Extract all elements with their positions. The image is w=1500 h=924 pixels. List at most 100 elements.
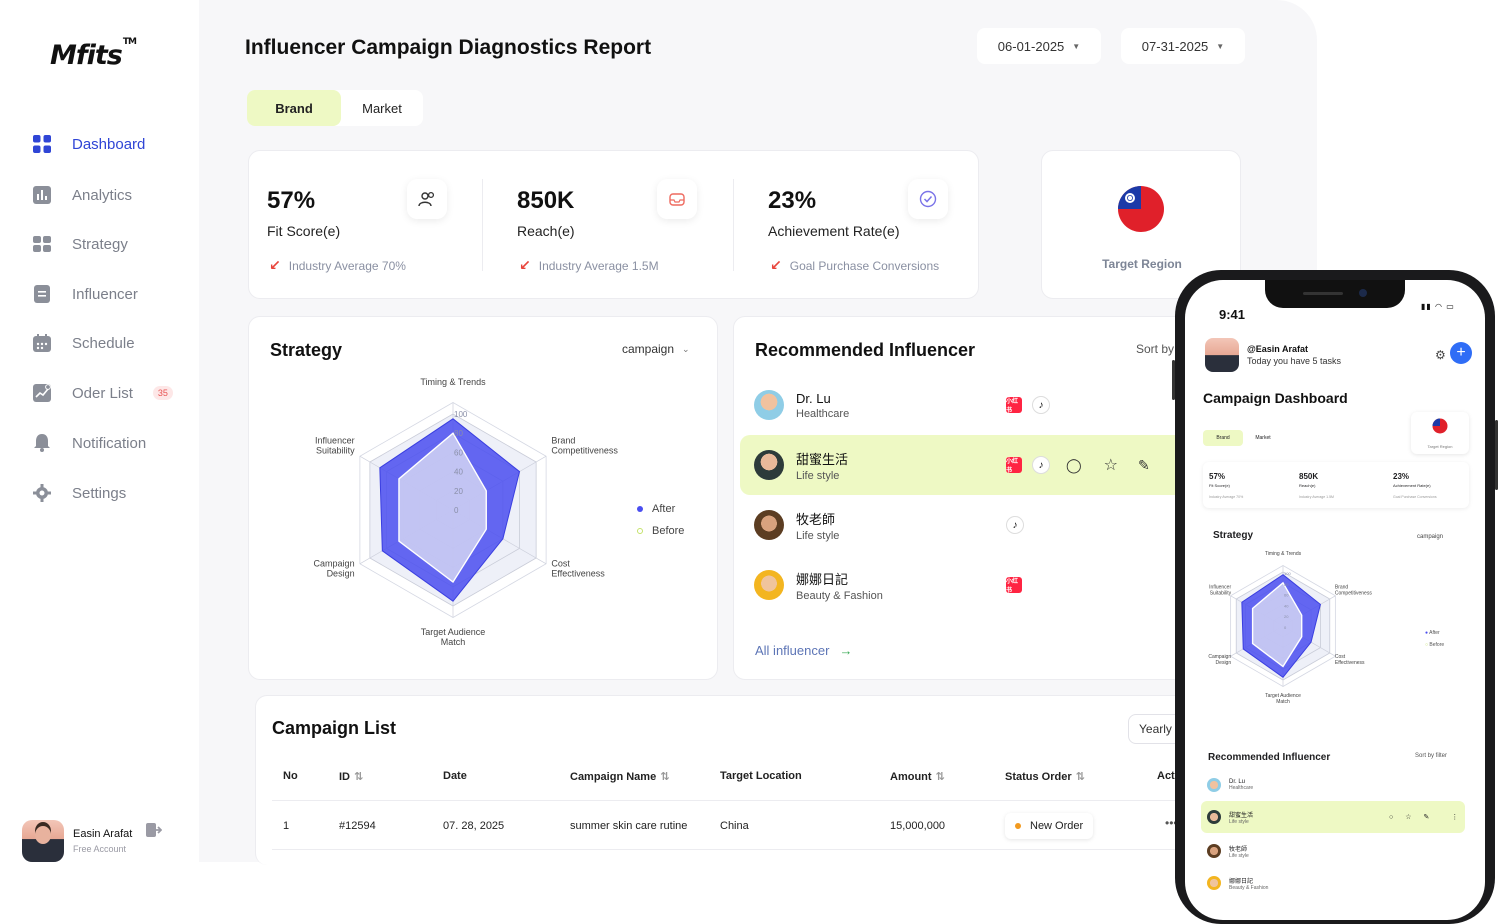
inbox-icon [657, 179, 697, 219]
all-influencer-link[interactable]: All influencer → [755, 643, 853, 658]
phone-campaign-filter[interactable]: campaign [1417, 534, 1444, 540]
col-action[interactable]: Act [1157, 770, 1175, 782]
sidebar-item-dashboard[interactable]: Dashboard [32, 129, 145, 159]
pencil-icon[interactable]: ✎ [1138, 456, 1150, 473]
radar-axis-label: Match [1276, 699, 1290, 705]
radar-axis-label: Competitiveness [551, 446, 618, 456]
page-title: Influencer Campaign Diagnostics Report [245, 36, 652, 59]
campaign-filter[interactable]: campaign ⌄ [622, 342, 690, 356]
sidebar-item-notification[interactable]: Notification [32, 428, 146, 458]
radar-tick-label: 100 [454, 410, 468, 419]
sort-icon: ⇅ [1075, 771, 1085, 783]
recommended-title: Recommended Influencer [755, 340, 976, 360]
phone-kpi-sub: Industry Average 70% [1209, 495, 1244, 499]
kpi-label: Reach(e) [517, 223, 575, 239]
sort-icon: ⇅ [935, 771, 945, 783]
kpi-fit-score: 57% Fit Score(e) ↙ Industry Average 70% [249, 151, 479, 299]
arrow-down-left-icon: ↙ [519, 257, 531, 273]
sidebar-item-analytics[interactable]: Analytics [32, 180, 132, 210]
avatar [754, 390, 784, 420]
tab-brand[interactable]: Brand [247, 90, 341, 126]
radar-tick-label: 80 [454, 429, 463, 438]
phone-influencer-row[interactable]: Dr. Lu Healthcare [1205, 774, 1465, 796]
phone-region-label: Target Region [1427, 444, 1453, 449]
phone-kpi-sub: Industry Average 1.5M [1299, 495, 1334, 499]
kpi-sub: ↙ Goal Purchase Conversions [770, 257, 940, 273]
period-select[interactable]: Yearly [1128, 714, 1194, 744]
radar-axis-label: Campaign [1208, 654, 1231, 660]
cell-id: #12594 [339, 820, 376, 832]
influencer-row-selected[interactable]: 甜蜜生活 Life style 小红书 ♪ ◯ ☆ ✎ [740, 435, 1192, 495]
phone-radar-chart: 100 80 60 40 20 0 Timing & Trends BrandCompetit… [1208, 551, 1372, 705]
influencer-row[interactable]: Dr. Lu Healthcare 小红书 ♪ [740, 375, 1180, 435]
col-date[interactable]: Date [443, 770, 467, 782]
sort-by-dropdown[interactable]: Sort by [1136, 342, 1175, 356]
tab-market[interactable]: Market [362, 100, 402, 116]
col-status-order[interactable]: Status Order ⇅ [1005, 771, 1085, 783]
phone-tab-brand[interactable]: Brand [1203, 430, 1243, 446]
tiktok-icon: ♪ [1032, 396, 1050, 414]
phone-influencer-row-selected[interactable]: 甜蜜生活 Life style ○ ☆ ✎ ⋮ [1201, 801, 1465, 833]
xiaohongshu-icon: 小红书 [1006, 397, 1022, 414]
strategy-icon [32, 234, 52, 254]
radar-axis-label: Design [1216, 660, 1232, 666]
phone-kpi-sub: Goal Purchase Conversions [1393, 495, 1437, 499]
sidebar-item-influencer[interactable]: Influencer [32, 279, 138, 309]
influencer-row[interactable]: 牧老師 Life style ♪ [740, 495, 1180, 555]
gear-icon[interactable]: ⚙ [1435, 348, 1446, 362]
sidebar-item-label: Influencer [72, 285, 138, 303]
phone-influencer-row[interactable]: 牧老師 Life style [1205, 840, 1465, 862]
kpi-label: Achievement Rate(e) [768, 223, 900, 239]
col-campaign-name[interactable]: Campaign Name ⇅ [570, 771, 670, 783]
phone-rec-title: Recommended Influencer [1208, 752, 1331, 763]
phone-kpi-label: Achievement Rate(e) [1393, 483, 1431, 488]
legend-before: Before [637, 525, 684, 537]
strategy-card: Strategy campaign ⌄ 100 80 60 40 20 0 Timing & … [248, 316, 718, 680]
col-amount[interactable]: Amount ⇅ [890, 771, 945, 783]
radar-tick-label: 20 [1284, 614, 1289, 619]
logout-icon[interactable] [146, 822, 163, 843]
sidebar-item-schedule[interactable]: Schedule [32, 328, 135, 358]
col-id[interactable]: ID ⇅ [339, 771, 364, 783]
sidebar-item-settings[interactable]: Settings [32, 478, 126, 508]
col-target-location[interactable]: Target Location [720, 770, 802, 782]
radar-axis-label: Suitability [1210, 591, 1232, 597]
influencer-row[interactable]: 娜娜日記 Beauty & Fashion 小红书 [740, 555, 1180, 615]
add-button[interactable]: + [1450, 342, 1472, 364]
radar-axis-label: Match [441, 637, 466, 647]
cell-amount: 15,000,000 [890, 820, 946, 832]
phone-influencer-row[interactable]: 娜娜日記 Beauty & Fashion [1205, 872, 1465, 894]
radar-axis-label: Timing & Trends [420, 377, 486, 387]
phone-sort[interactable]: Sort by filter [1415, 753, 1448, 759]
strategy-title: Strategy [270, 340, 343, 360]
avatar [754, 570, 784, 600]
star-icon[interactable]: ☆ [1103, 457, 1119, 474]
brand-market-tabs: Brand Market [247, 90, 423, 126]
radar-axis-label: Campaign [314, 558, 355, 568]
phone-kpi-value: 23% [1393, 472, 1410, 481]
order-count-badge: 35 [152, 386, 173, 400]
phone-legend-before: ○ Before [1425, 642, 1445, 648]
col-no[interactable]: No [283, 770, 298, 782]
sidebar-item-label: Analytics [72, 186, 133, 204]
check-circle-icon [908, 179, 948, 219]
more-icon[interactable]: ••• [1165, 816, 1178, 830]
phone-region-card[interactable]: Target Region [1411, 412, 1469, 454]
phone-mockup: 9:41 ▮▮ ◠ ▭ @Easin Arafat Today you have… [1172, 270, 1498, 924]
arrow-down-left-icon: ↙ [770, 257, 782, 273]
user-profile[interactable]: Easin Arafat Free Account [22, 820, 163, 862]
logo: MfitsTM [50, 37, 137, 71]
date-from-select[interactable]: 06-01-2025 ▼ [977, 28, 1101, 64]
profile-plan: Free Account [73, 844, 127, 854]
sidebar-item-strategy[interactable]: Strategy [32, 229, 128, 259]
date-to-select[interactable]: 07-31-2025 ▼ [1121, 28, 1245, 64]
phone-tab-market[interactable]: Market [1255, 435, 1271, 441]
tiktok-icon: ♪ [1006, 516, 1024, 534]
list-icon [32, 383, 52, 403]
status-badge: New Order [1005, 813, 1094, 839]
radar-axis-label: Design [327, 568, 355, 578]
phone-strategy-title: Strategy [1213, 530, 1254, 541]
kpi-achievement: 23% Achievement Rate(e) ↙ Goal Purchase C… [750, 151, 980, 299]
sidebar-item-oder-list[interactable]: Oder List 35 [32, 378, 173, 408]
chat-icon[interactable]: ◯ [1066, 456, 1082, 473]
